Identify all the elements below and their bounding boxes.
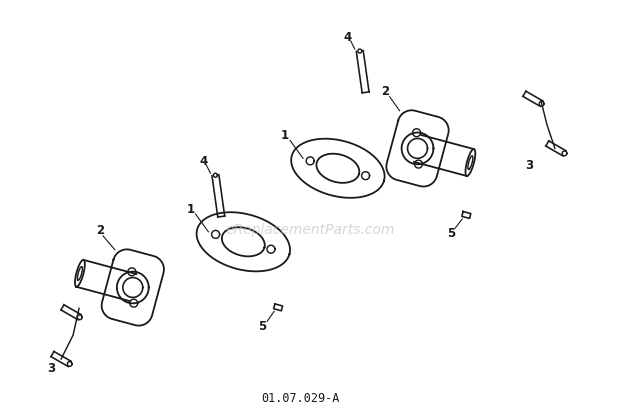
- Text: 3: 3: [525, 159, 533, 172]
- Text: 4: 4: [200, 155, 208, 168]
- Text: 2: 2: [96, 224, 104, 237]
- Text: eReplacementParts.com: eReplacementParts.com: [225, 223, 395, 237]
- Text: 2: 2: [381, 85, 390, 98]
- Text: 4: 4: [343, 31, 352, 44]
- Text: 1: 1: [281, 129, 289, 142]
- Text: 5: 5: [258, 320, 267, 333]
- Text: 01.07.029-A: 01.07.029-A: [261, 392, 339, 405]
- Text: 1: 1: [187, 202, 195, 215]
- Text: 3: 3: [47, 362, 55, 375]
- Text: 5: 5: [447, 227, 456, 240]
